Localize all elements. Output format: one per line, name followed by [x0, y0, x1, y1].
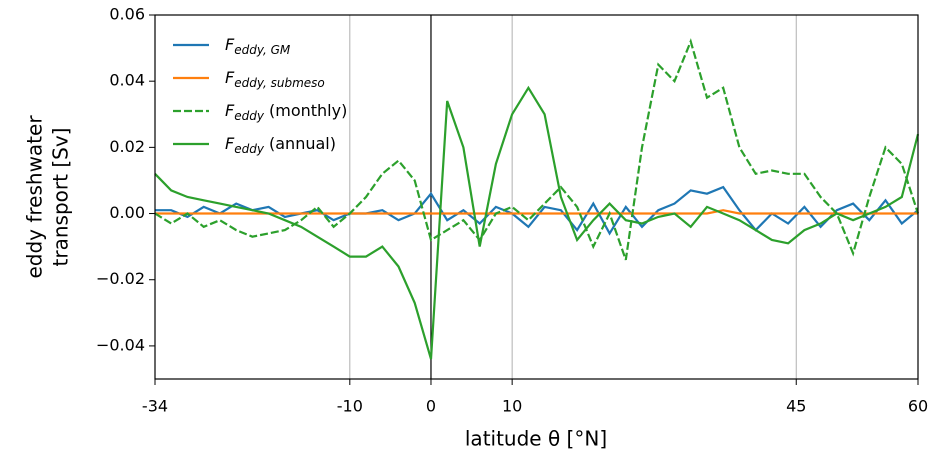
legend-subscript: eddy — [234, 109, 265, 123]
legend-subscript: eddy, GM — [234, 43, 291, 57]
legend-subscript: eddy — [234, 142, 265, 156]
legend-entry: Feddy (annual) — [225, 134, 336, 156]
legend-entry: Feddy, submeso — [225, 68, 325, 90]
series-line — [154, 85, 920, 360]
series-line — [155, 185, 919, 236]
x-tick-label: 0 — [426, 397, 436, 416]
legend-suffix: (annual) — [264, 134, 336, 153]
legend-name: F — [225, 68, 235, 87]
y-tick-label: 0.04 — [109, 71, 145, 90]
y-tick-label: −0.04 — [96, 335, 145, 354]
legend-name: F — [225, 35, 235, 54]
y-tick-label: 0.00 — [109, 203, 145, 222]
legend-suffix: (monthly) — [264, 101, 347, 120]
y-tick-label: 0.02 — [109, 137, 145, 156]
y-tick-label: 0.06 — [109, 5, 145, 24]
y-axis-label: transport [Sv] — [49, 128, 73, 267]
y-axis-label: eddy freshwater — [23, 115, 47, 279]
x-tick-label: 10 — [502, 397, 522, 416]
x-tick-label: -10 — [337, 397, 363, 416]
x-tick-label: -34 — [142, 397, 168, 416]
x-tick-label: 60 — [908, 397, 928, 416]
legend-name: F — [225, 134, 235, 153]
series-line — [154, 38, 920, 261]
legend-entry: Feddy (monthly) — [225, 101, 347, 123]
series-line — [155, 209, 918, 215]
legend-subscript: eddy, submeso — [234, 76, 325, 90]
legend-name: F — [225, 101, 235, 120]
plot-frame — [154, 14, 919, 380]
legend-entry: Feddy, GM — [225, 35, 291, 57]
y-tick-label: −0.02 — [96, 269, 145, 288]
x-tick-label: 45 — [786, 397, 806, 416]
x-axis-label: latitude θ [°N] — [465, 427, 607, 451]
